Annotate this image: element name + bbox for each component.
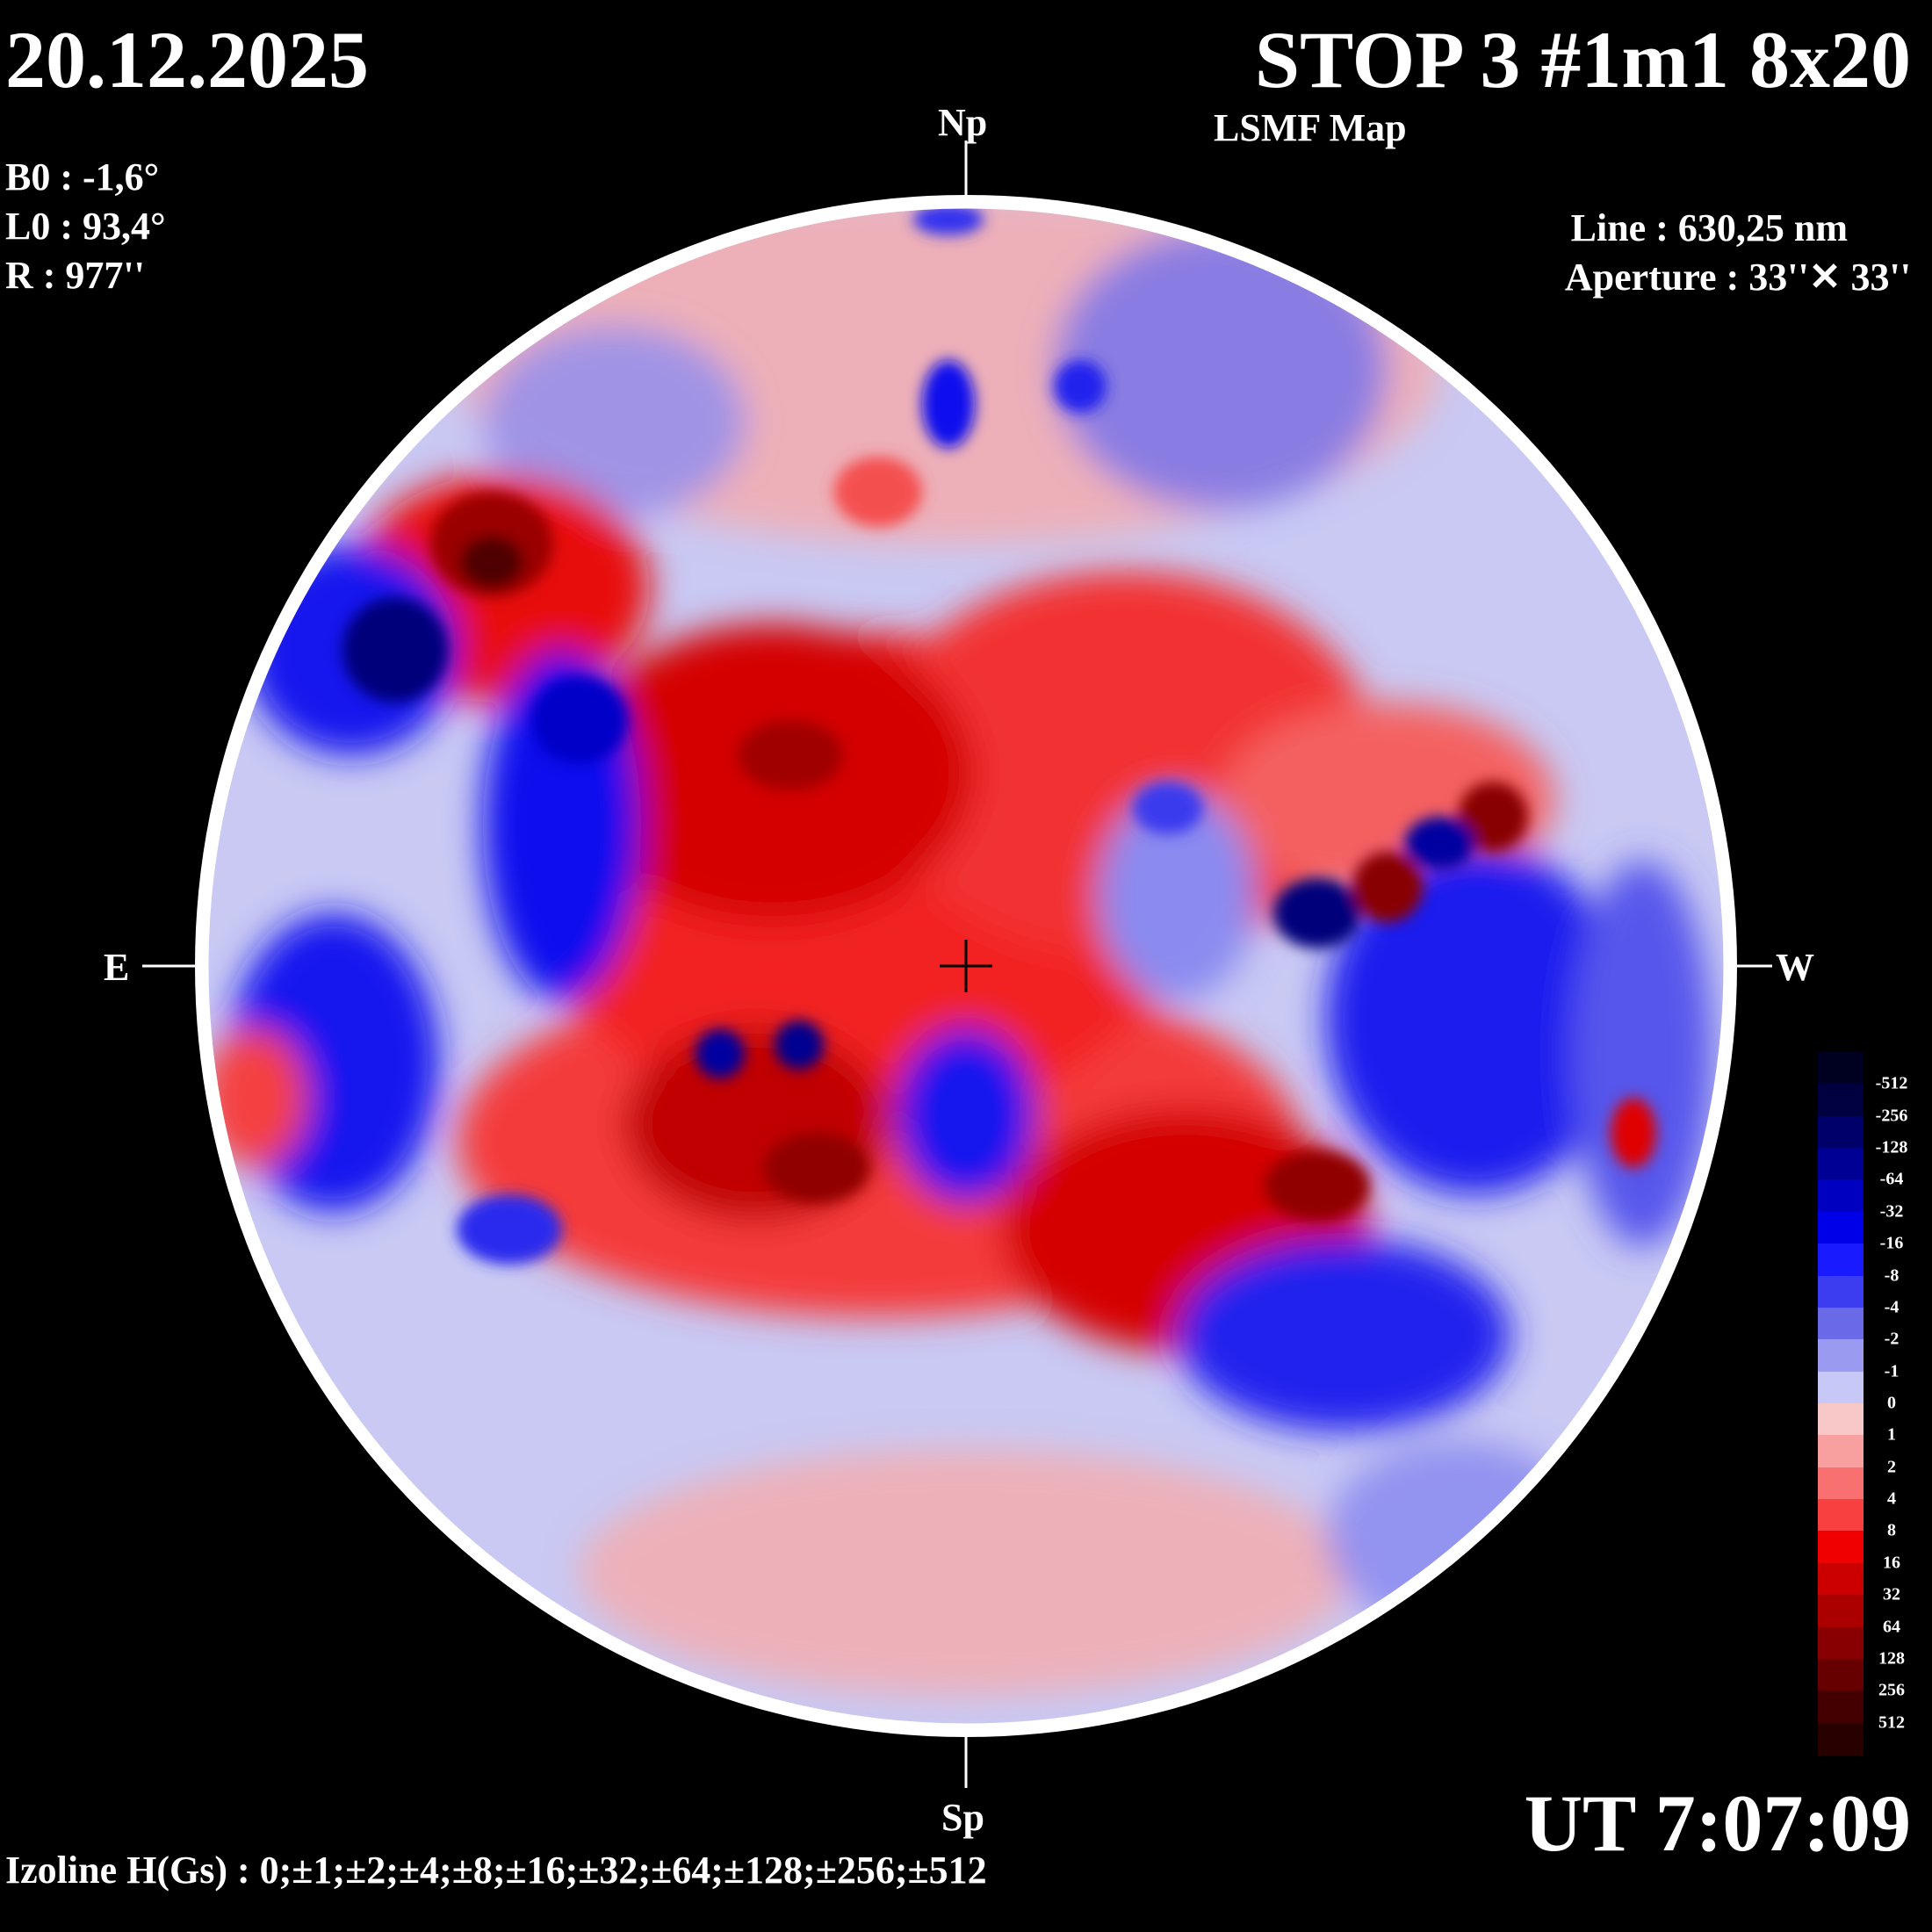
color-scale-label: 256 — [1878, 1680, 1905, 1700]
color-scale-segment — [1818, 1339, 1864, 1373]
observation-time: UT 7:07:09 — [1524, 1778, 1911, 1868]
east-label: E — [104, 946, 130, 989]
color-scale-segment — [1818, 1275, 1864, 1308]
color-scale-label: -64 — [1879, 1169, 1904, 1189]
color-scale-segment — [1818, 1211, 1864, 1245]
color-scale-segment — [1818, 1531, 1864, 1564]
map-title: STOP 3 #1m1 8x20 — [1254, 15, 1911, 105]
color-scale-label: 32 — [1883, 1584, 1900, 1604]
west-label: W — [1776, 946, 1814, 989]
color-scale-label: -512 — [1875, 1073, 1908, 1093]
color-scale-segment — [1818, 1307, 1864, 1341]
color-scale-label: -128 — [1875, 1137, 1908, 1157]
color-scale-label: 1 — [1887, 1424, 1896, 1445]
color-scale-segment — [1818, 1467, 1864, 1501]
color-scale-label: 8 — [1887, 1520, 1896, 1540]
color-scale-segment — [1818, 1690, 1864, 1724]
color-scale-label: 128 — [1878, 1648, 1905, 1669]
south-pole-label: Sp — [941, 1796, 984, 1839]
color-scale-segment — [1818, 1244, 1864, 1277]
color-scale-label: 4 — [1887, 1489, 1896, 1509]
izoline-legend: Izoline H(Gs) : 0;±1;±2;±4;±8;±16;±32;±6… — [5, 1849, 987, 1892]
color-scale-segment — [1818, 1052, 1864, 1085]
color-scale-label: -4 — [1884, 1297, 1900, 1317]
param-r: R : 977'' — [5, 254, 145, 297]
color-scale-segment — [1818, 1179, 1864, 1213]
color-scale-segment — [1818, 1562, 1864, 1597]
center-crosshair — [940, 940, 992, 992]
aperture: Aperture : 33''✕ 33'' — [1564, 256, 1911, 299]
color-scale-segment — [1818, 1626, 1864, 1660]
color-scale-segment — [1818, 1658, 1864, 1692]
color-scale-label: 512 — [1878, 1712, 1905, 1733]
north-pole-label: Np — [938, 101, 988, 144]
color-scale-label: -1 — [1884, 1361, 1900, 1381]
disk-limb — [205, 205, 1727, 1727]
param-b0: B0 : -1,6° — [5, 155, 160, 198]
color-scale-label: -32 — [1879, 1201, 1904, 1222]
color-scale-segment — [1818, 1084, 1864, 1117]
color-scale-bar — [1818, 1052, 1864, 1755]
color-scale-label: -256 — [1875, 1106, 1908, 1126]
color-scale-segment — [1818, 1148, 1864, 1181]
color-scale-label: 64 — [1883, 1617, 1900, 1637]
color-scale-label: 0 — [1887, 1393, 1896, 1413]
color-scale-segment — [1818, 1403, 1864, 1437]
color-scale-segment — [1818, 1499, 1864, 1532]
color-scale-segment — [1818, 1595, 1864, 1628]
spectral-line: Line : 630,25 nm — [1570, 206, 1848, 249]
observation-date: 20.12.2025 — [5, 15, 369, 105]
color-scale-label: -2 — [1884, 1329, 1900, 1349]
color-scale-segment — [1818, 1371, 1864, 1404]
param-l0: L0 : 93,4° — [5, 205, 166, 248]
color-scale-label: -8 — [1884, 1265, 1900, 1286]
color-scale-segment — [1818, 1115, 1864, 1150]
color-scale-segment — [1818, 1722, 1864, 1755]
color-scale-segment — [1818, 1435, 1864, 1468]
color-scale-label: 2 — [1887, 1457, 1896, 1477]
color-scale-label: 16 — [1883, 1553, 1900, 1573]
map-subtitle: LSMF Map — [1214, 106, 1407, 149]
color-scale-label: -16 — [1879, 1233, 1904, 1253]
